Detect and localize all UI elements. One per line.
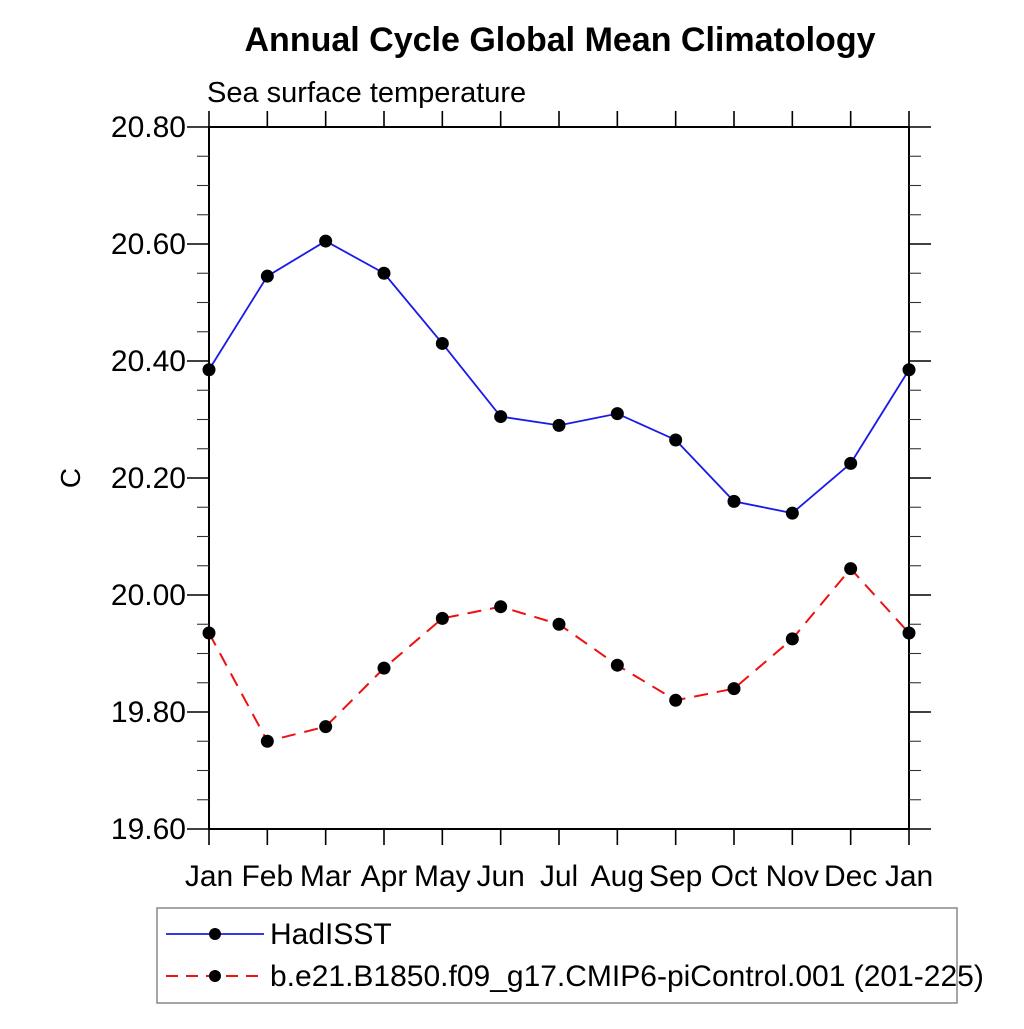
cesm-picontrol-line	[208, 567, 910, 743]
cesm-picontrol-marker	[669, 693, 683, 707]
legend-entry: HadISST	[166, 918, 392, 951]
chart-title: Annual Cycle Global Mean Climatology	[245, 21, 876, 59]
hadisst-marker	[319, 234, 333, 248]
x-tick-label: Aug	[591, 860, 644, 893]
y-tick-label: 19.80	[111, 696, 186, 729]
legend-entry: b.e21.B1850.f09_g17.CMIP6-piControl.001 …	[166, 960, 984, 993]
hadisst-marker	[785, 506, 799, 520]
hadisst-marker	[902, 363, 916, 377]
x-tick-label: Sep	[649, 860, 702, 893]
hadisst-marker	[727, 494, 741, 508]
x-tick-label: Jun	[476, 860, 524, 893]
y-tick-label: 20.20	[111, 462, 186, 495]
y-tick-label: 19.60	[111, 813, 186, 846]
legend-marker	[209, 928, 221, 940]
legend-marker	[209, 970, 221, 982]
x-tick-label: Mar	[300, 860, 352, 893]
y-tick-label: 20.80	[111, 111, 186, 144]
x-tick-label: Oct	[711, 860, 758, 893]
axes-group	[187, 111, 931, 845]
x-tick-label: Dec	[824, 860, 877, 893]
y-axis-label: C	[55, 468, 86, 488]
hadisst-marker	[260, 269, 274, 283]
cesm-picontrol-marker	[785, 632, 799, 646]
cesm-picontrol-marker	[260, 734, 274, 748]
x-tick-label: May	[414, 860, 471, 893]
hadisst-marker	[202, 363, 216, 377]
x-tick-label: Jan	[185, 860, 233, 893]
legend-group: HadISST b.e21.B1850.f09_g17.CMIP6-piContr…	[156, 907, 984, 1004]
cesm-picontrol-marker	[844, 562, 858, 576]
series-group	[202, 234, 916, 748]
hadisst-marker	[377, 266, 391, 280]
hadisst-marker	[494, 410, 508, 424]
legend-label: b.e21.B1850.f09_g17.CMIP6-piControl.001 …	[270, 960, 984, 993]
cesm-picontrol-marker	[377, 661, 391, 675]
legend-box	[156, 907, 958, 1004]
cesm-picontrol-marker	[727, 682, 741, 696]
cesm-picontrol-marker	[902, 626, 916, 640]
hadisst-marker	[610, 407, 624, 421]
hadisst-line	[208, 240, 910, 515]
hadisst-marker	[844, 456, 858, 470]
y-tick-label: 20.00	[111, 579, 186, 612]
chart-subtitle: Sea surface temperature	[207, 77, 526, 109]
cesm-picontrol-marker	[494, 600, 508, 614]
cesm-picontrol-marker	[552, 617, 566, 631]
x-tick-label: Jan	[885, 860, 933, 893]
hadisst-marker	[552, 418, 566, 432]
y-tick-label: 20.60	[111, 228, 186, 261]
x-tick-label: Feb	[241, 860, 293, 893]
cesm-picontrol-marker	[202, 626, 216, 640]
y-tick-label: 20.40	[111, 345, 186, 378]
hadisst-marker	[435, 336, 449, 350]
cesm-picontrol-marker	[435, 611, 449, 625]
cesm-picontrol-marker	[319, 720, 333, 734]
legend-label: HadISST	[270, 918, 392, 951]
x-tick-label: Jul	[540, 860, 578, 893]
hadisst-marker	[669, 433, 683, 447]
x-tick-label: Nov	[766, 860, 819, 893]
x-tick-label: Apr	[361, 860, 408, 893]
plot-border	[208, 126, 910, 830]
cesm-picontrol-marker	[610, 658, 624, 672]
